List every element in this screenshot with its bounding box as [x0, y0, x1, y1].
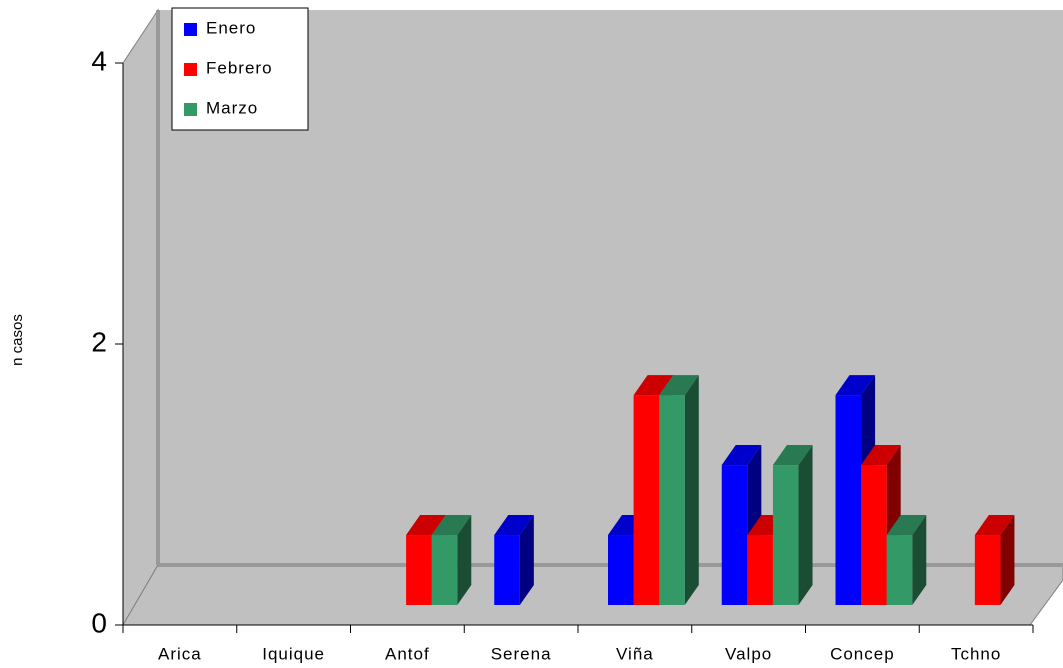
bar-top: [772, 445, 813, 466]
legend-swatch: [184, 103, 197, 116]
bar-front: [747, 535, 773, 605]
bar-front: [431, 535, 458, 605]
bar-front: [861, 465, 887, 605]
bar-front: [494, 535, 520, 605]
bar-top: [431, 515, 472, 536]
bar: [886, 515, 927, 605]
bar-side: [798, 445, 813, 605]
legend-label: Febrero: [206, 58, 273, 77]
x-tick-label: Antof: [385, 644, 430, 663]
bar-front: [772, 465, 799, 605]
bar-front: [406, 535, 432, 605]
legend-label: Enero: [206, 18, 256, 37]
x-tick-label: Arica: [158, 644, 202, 663]
legend: Enero Febrero Marzo: [171, 7, 309, 131]
x-tick-label: Valpo: [725, 644, 772, 663]
bar-top: [406, 515, 446, 536]
bar-front: [835, 395, 862, 605]
bar-side: [519, 515, 534, 605]
y-tick-label: 0: [91, 607, 107, 638]
bar-top: [886, 515, 927, 536]
bar-front: [721, 465, 748, 605]
bar-side: [457, 515, 472, 605]
bar: [431, 515, 472, 605]
bar: [974, 515, 1015, 605]
bar-top: [721, 445, 762, 466]
x-tick-label: Iquique: [262, 644, 325, 663]
bar-front: [608, 535, 634, 605]
bar-front: [659, 395, 685, 605]
y-tick-label: 4: [91, 45, 107, 76]
x-tick-label: Serena: [491, 644, 552, 663]
bar: [659, 375, 699, 605]
bar-front: [633, 395, 660, 605]
x-tick-label: Concep: [830, 644, 895, 663]
bar-front: [974, 535, 1001, 605]
y-tick-label: 2: [91, 326, 107, 357]
bar: [772, 445, 813, 605]
legend-label: Marzo: [206, 98, 258, 117]
bar-side: [912, 515, 927, 605]
legend-swatch: [184, 23, 197, 36]
side-wall: [122, 8, 159, 627]
x-tick-label: Viña: [616, 644, 654, 663]
bar-side: [1000, 515, 1015, 605]
bar-top: [835, 375, 876, 396]
bar: [494, 515, 534, 605]
bar-side: [684, 375, 699, 605]
bar-front: [886, 535, 913, 605]
bar-top: [633, 375, 674, 396]
bar-top: [974, 515, 1015, 536]
bar-top: [659, 375, 699, 396]
y-axis-label: n casos: [9, 314, 26, 366]
bar-top: [861, 445, 901, 466]
bar-top: [494, 515, 534, 536]
x-tick-label: Tchno: [951, 644, 1001, 663]
legend-swatch: [184, 63, 197, 76]
